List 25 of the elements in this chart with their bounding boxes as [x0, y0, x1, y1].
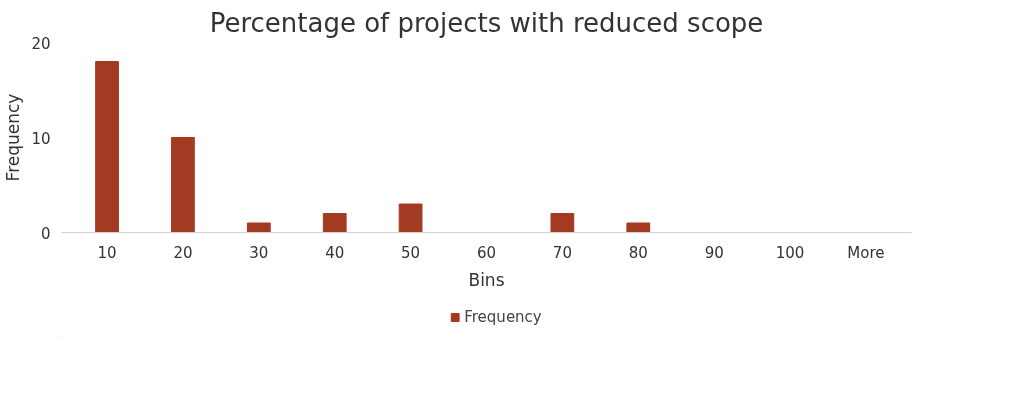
x-tick-label: 60	[476, 243, 497, 262]
x-tick-label: 40	[325, 243, 345, 262]
bar	[626, 222, 651, 233]
chart-title: Percentage of projects with reduced scope	[209, 7, 764, 38]
x-tick-label: 70	[552, 243, 572, 262]
y-tick-label: 10	[31, 129, 51, 148]
x-tick-label: 30	[249, 243, 269, 262]
bar	[95, 61, 119, 233]
y-tick-label: 20	[31, 34, 51, 53]
x-tick-label: 100	[775, 243, 805, 262]
bar	[171, 137, 195, 233]
x-tick-label: 10	[97, 243, 117, 262]
x-axis-title: Bins	[468, 269, 505, 290]
y-axis-title: Frequency	[3, 93, 24, 182]
bar	[550, 213, 575, 233]
x-tick-label: More	[847, 243, 885, 262]
x-tick-label: 90	[704, 243, 724, 262]
y-tick-label: 0	[40, 224, 51, 243]
x-tick-label: 20	[173, 243, 193, 262]
x-tick-label: 80	[628, 243, 648, 262]
legend-label: Frequency	[464, 308, 542, 326]
bar	[398, 203, 423, 233]
bar	[322, 213, 347, 233]
bar	[246, 222, 271, 233]
x-tick-label: 50	[401, 243, 421, 262]
